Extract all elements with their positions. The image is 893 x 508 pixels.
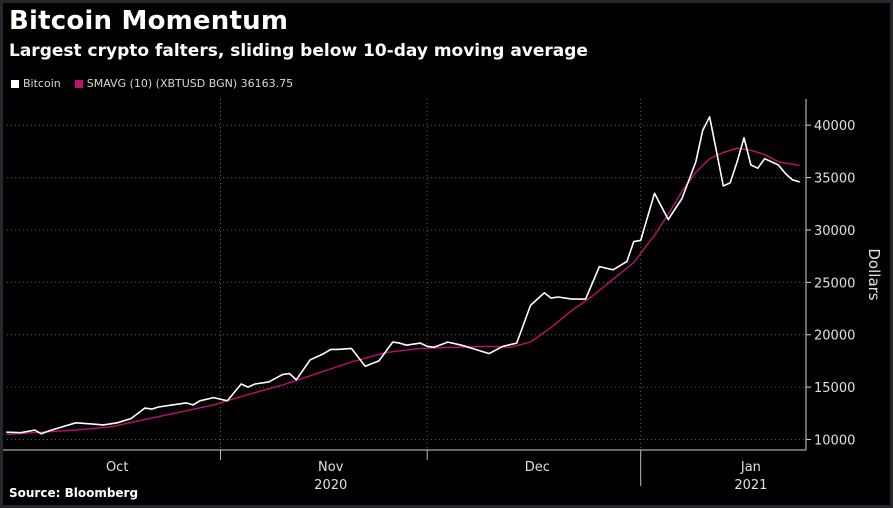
x-tick-label-dec: Dec bbox=[525, 460, 550, 475]
y-tick-label-25000: 25000 bbox=[814, 276, 855, 291]
y-tick-label-35000: 35000 bbox=[814, 172, 855, 187]
chart-subtitle: Largest crypto falters, sliding below 10… bbox=[9, 41, 588, 61]
legend-swatch-smavg bbox=[74, 79, 83, 88]
x-tick-label-oct: Oct bbox=[106, 460, 128, 475]
year-label-2020: 2020 bbox=[314, 478, 347, 493]
x-tick-label-jan: Jan bbox=[740, 460, 761, 475]
legend-label-smavg: SMAVG (10) (XBTUSD BGN) 36163.75 bbox=[86, 77, 294, 90]
y-tick-label-40000: 40000 bbox=[814, 119, 855, 134]
legend-label-bitcoin: Bitcoin bbox=[23, 77, 61, 90]
legend-item-bitcoin: Bitcoin bbox=[11, 77, 61, 90]
series-line-smavg bbox=[6, 147, 800, 435]
chart-frame: Bitcoin Momentum Largest crypto falters,… bbox=[3, 3, 890, 505]
legend-swatch-bitcoin bbox=[11, 79, 19, 88]
y-tick-label-15000: 15000 bbox=[814, 381, 855, 396]
x-tick-label-nov: Nov bbox=[318, 460, 344, 475]
source-note: Source: Bloomberg bbox=[9, 486, 139, 500]
y-tick-label-30000: 30000 bbox=[814, 224, 855, 239]
price-chart: 10000 15000 20000 25000 30000 35000 40000 Oct No… bbox=[3, 99, 883, 493]
chart-title: Bitcoin Momentum bbox=[9, 6, 289, 36]
y-tick-label-10000: 10000 bbox=[814, 434, 855, 449]
legend-item-smavg: SMAVG (10) (XBTUSD BGN) 36163.75 bbox=[74, 77, 294, 90]
series-line-bitcoin bbox=[6, 116, 800, 435]
year-label-2021: 2021 bbox=[734, 478, 767, 493]
y-axis-title: Dollars bbox=[865, 248, 883, 300]
legend: Bitcoin SMAVG (10) (XBTUSD BGN) 36163.75 bbox=[11, 77, 307, 90]
y-tick-label-20000: 20000 bbox=[814, 329, 855, 344]
